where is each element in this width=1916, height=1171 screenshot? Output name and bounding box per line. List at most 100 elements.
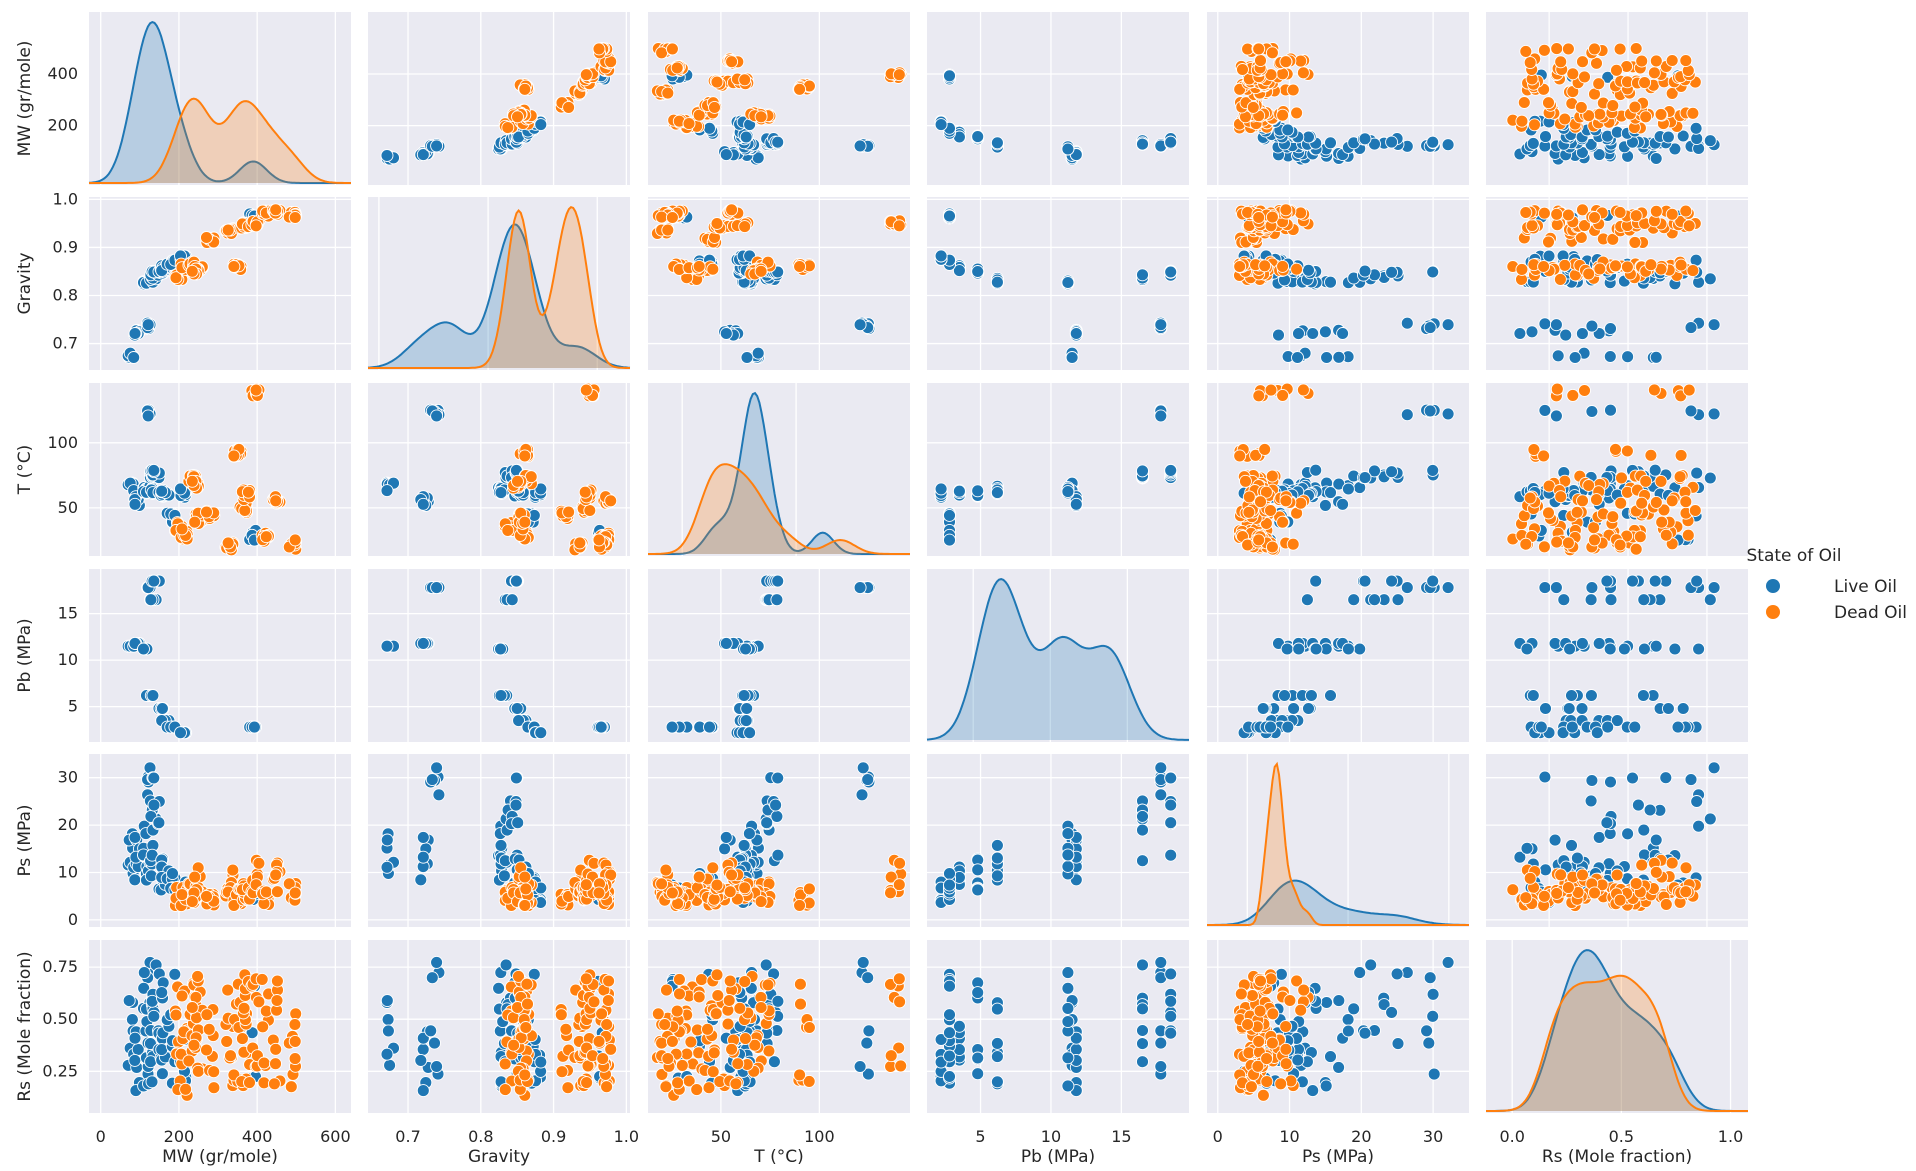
data-point <box>1306 327 1320 340</box>
data-point <box>1603 642 1617 656</box>
data-point <box>499 958 513 972</box>
data-point <box>771 135 785 149</box>
data-point <box>125 1013 139 1026</box>
data-point <box>1233 260 1247 273</box>
data-point <box>692 990 706 1004</box>
data-point <box>518 515 532 529</box>
data-point <box>719 830 733 844</box>
data-point <box>769 798 783 812</box>
data-point <box>1648 463 1662 477</box>
panel-background <box>368 383 630 556</box>
panel-r1-c3 <box>927 197 1189 370</box>
data-point <box>1264 383 1278 397</box>
data-point <box>1324 275 1337 289</box>
data-point <box>760 816 774 830</box>
data-point <box>518 449 532 463</box>
data-point <box>494 486 508 500</box>
data-point <box>738 220 752 234</box>
data-point <box>1519 537 1533 551</box>
data-point <box>1296 383 1310 397</box>
data-point <box>1649 495 1663 509</box>
data-point <box>1626 771 1639 785</box>
data-point <box>754 264 768 278</box>
data-point <box>191 969 205 983</box>
data-point <box>723 885 737 899</box>
data-point <box>1554 490 1568 504</box>
data-point <box>1239 474 1252 488</box>
data-point <box>416 1084 430 1098</box>
data-point <box>1628 235 1642 249</box>
data-point <box>990 275 1004 289</box>
data-point <box>238 504 252 517</box>
data-point <box>719 636 733 650</box>
data-point <box>380 1047 394 1061</box>
data-point <box>1655 515 1669 529</box>
data-point <box>207 1065 221 1079</box>
data-point <box>729 1077 743 1091</box>
data-point <box>1154 761 1168 775</box>
kde-line <box>89 97 351 184</box>
data-point <box>1585 319 1599 333</box>
data-point <box>1585 405 1599 418</box>
data-point <box>430 761 444 775</box>
data-point <box>200 1008 214 1022</box>
data-point <box>1324 486 1337 500</box>
data-point <box>718 842 732 856</box>
data-point <box>425 971 439 985</box>
panel-r3-c2 <box>648 569 910 742</box>
data-point <box>1659 771 1673 785</box>
data-point <box>185 474 199 488</box>
data-point <box>604 494 618 508</box>
panel-r3-c0 <box>89 569 351 742</box>
data-point <box>1254 495 1267 509</box>
data-point <box>1614 496 1628 510</box>
data-point <box>675 1058 689 1072</box>
data-point <box>971 863 985 877</box>
data-point <box>1578 70 1591 84</box>
data-point <box>511 816 525 830</box>
panel-r3-c5 <box>1486 569 1748 742</box>
data-point <box>737 838 751 852</box>
data-point <box>990 851 1004 865</box>
data-point <box>1558 112 1572 126</box>
data-point <box>1385 465 1399 479</box>
data-point <box>1353 642 1367 656</box>
data-point <box>861 773 875 787</box>
data-point <box>1668 142 1682 156</box>
panel-background <box>89 12 351 185</box>
data-point <box>518 1068 532 1082</box>
panel-background <box>368 12 630 185</box>
data-point <box>1441 407 1455 421</box>
data-point <box>738 975 752 989</box>
data-point <box>269 1042 283 1056</box>
data-point <box>255 972 269 986</box>
data-point <box>680 1047 694 1061</box>
data-point <box>249 383 263 397</box>
data-point <box>1631 798 1645 812</box>
data-point <box>1324 136 1337 150</box>
data-point <box>1570 851 1584 865</box>
data-point <box>739 714 753 728</box>
data-point <box>381 1024 395 1038</box>
data-point <box>380 860 394 874</box>
data-point <box>670 61 684 75</box>
data-point <box>430 581 444 595</box>
data-point <box>1610 868 1624 882</box>
data-point <box>147 771 161 785</box>
data-point <box>600 1080 614 1094</box>
data-point <box>1676 129 1690 143</box>
data-point <box>592 533 606 547</box>
data-point <box>207 1081 221 1095</box>
data-point <box>414 1053 428 1067</box>
data-point <box>862 1024 876 1038</box>
data-point <box>860 1036 874 1050</box>
data-point <box>1400 316 1414 330</box>
data-point <box>1309 463 1323 477</box>
data-point <box>1665 494 1679 508</box>
data-point <box>1665 207 1679 221</box>
data-point <box>739 130 753 144</box>
data-point <box>592 886 606 900</box>
data-point <box>1242 490 1256 504</box>
data-point <box>738 881 752 895</box>
